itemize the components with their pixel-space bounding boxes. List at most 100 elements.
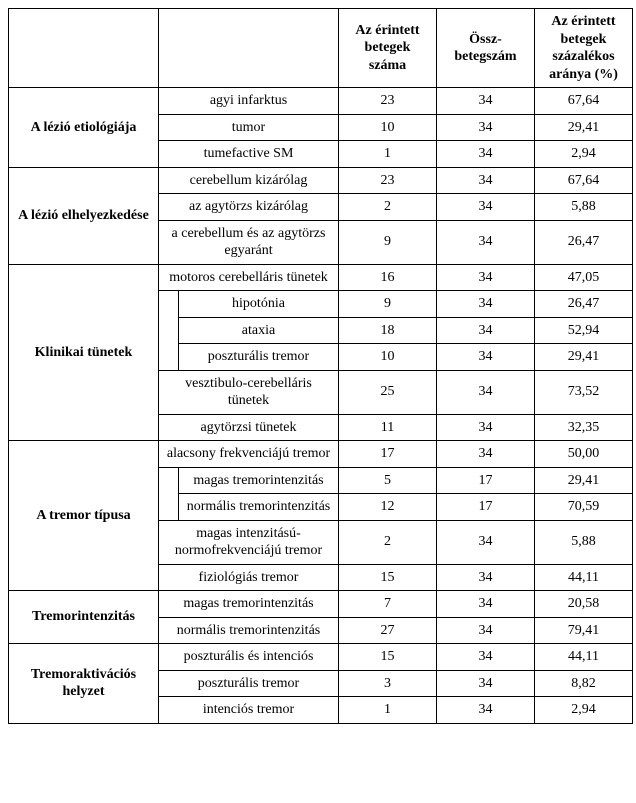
cell-total: 34 bbox=[437, 167, 535, 194]
cell-percent: 26,47 bbox=[535, 220, 633, 264]
row-label: poszturális és intenciós bbox=[159, 644, 339, 671]
cell-total: 34 bbox=[437, 194, 535, 221]
cell-percent: 26,47 bbox=[535, 291, 633, 318]
cell-total: 34 bbox=[437, 414, 535, 441]
cell-percent: 8,82 bbox=[535, 670, 633, 697]
cell-affected: 10 bbox=[339, 114, 437, 141]
cell-total: 34 bbox=[437, 344, 535, 371]
cell-affected: 1 bbox=[339, 697, 437, 724]
header-affected: Az érintett betegek száma bbox=[339, 9, 437, 88]
cell-percent: 44,11 bbox=[535, 644, 633, 671]
group-title: Klinikai tünetek bbox=[9, 264, 159, 441]
cell-percent: 73,52 bbox=[535, 370, 633, 414]
cell-total: 34 bbox=[437, 114, 535, 141]
cell-percent: 52,94 bbox=[535, 317, 633, 344]
cell-affected: 23 bbox=[339, 167, 437, 194]
table-header-row: Az érintett betegek száma Össz-betegszám… bbox=[9, 9, 633, 88]
header-blank-1 bbox=[9, 9, 159, 88]
row-label: poszturális tremor bbox=[159, 670, 339, 697]
row-label: cerebellum kizárólag bbox=[159, 167, 339, 194]
row-label: agytörzsi tünetek bbox=[159, 414, 339, 441]
row-label: vesztibulo-cerebelláris tünetek bbox=[159, 370, 339, 414]
table-row: A tremor típusa alacsony frekvenciájú tr… bbox=[9, 441, 633, 468]
row-label: az agytörzs kizárólag bbox=[159, 194, 339, 221]
header-blank-2 bbox=[159, 9, 339, 88]
cell-total: 34 bbox=[437, 220, 535, 264]
cell-percent: 29,41 bbox=[535, 114, 633, 141]
cell-affected: 15 bbox=[339, 564, 437, 591]
cell-total: 34 bbox=[437, 317, 535, 344]
cell-affected: 17 bbox=[339, 441, 437, 468]
row-label: tumefactive SM bbox=[159, 141, 339, 168]
table-row: Tremorintenzitás magas tremorintenzitás … bbox=[9, 591, 633, 618]
cell-affected: 15 bbox=[339, 644, 437, 671]
cell-affected: 2 bbox=[339, 194, 437, 221]
row-label: hipotónia bbox=[179, 291, 339, 318]
group-title: A tremor típusa bbox=[9, 441, 159, 591]
row-label: poszturális tremor bbox=[179, 344, 339, 371]
cell-affected: 3 bbox=[339, 670, 437, 697]
cell-total: 34 bbox=[437, 644, 535, 671]
row-label: intenciós tremor bbox=[159, 697, 339, 724]
group-title: A lézió etiológiája bbox=[9, 88, 159, 168]
row-label: normális tremorintenzitás bbox=[179, 494, 339, 521]
cell-percent: 2,94 bbox=[535, 697, 633, 724]
cell-total: 34 bbox=[437, 141, 535, 168]
group-title: A lézió elhelyezkedése bbox=[9, 167, 159, 264]
cell-total: 34 bbox=[437, 697, 535, 724]
header-percent: Az érintett betegek százalékos aránya (%… bbox=[535, 9, 633, 88]
cell-affected: 23 bbox=[339, 88, 437, 115]
cell-affected: 2 bbox=[339, 520, 437, 564]
table-row: Klinikai tünetek motoros cerebelláris tü… bbox=[9, 264, 633, 291]
row-label: fiziológiás tremor bbox=[159, 564, 339, 591]
cell-percent: 29,41 bbox=[535, 467, 633, 494]
subgroup-gutter bbox=[159, 467, 179, 520]
cell-percent: 47,05 bbox=[535, 264, 633, 291]
cell-percent: 50,00 bbox=[535, 441, 633, 468]
row-label: magas tremorintenzitás bbox=[179, 467, 339, 494]
cell-affected: 9 bbox=[339, 291, 437, 318]
cell-total: 34 bbox=[437, 564, 535, 591]
row-label: a cerebellum és az agytörzs egyaránt bbox=[159, 220, 339, 264]
table-row: A lézió elhelyezkedése cerebellum kizáró… bbox=[9, 167, 633, 194]
group-title: Tremoraktivációs helyzet bbox=[9, 644, 159, 724]
cell-affected: 27 bbox=[339, 617, 437, 644]
header-total: Össz-betegszám bbox=[437, 9, 535, 88]
row-label: normális tremorintenzitás bbox=[159, 617, 339, 644]
cell-total: 17 bbox=[437, 467, 535, 494]
cell-affected: 16 bbox=[339, 264, 437, 291]
row-label: magas tremorintenzitás bbox=[159, 591, 339, 618]
row-label: tumor bbox=[159, 114, 339, 141]
cell-total: 34 bbox=[437, 617, 535, 644]
data-table: Az érintett betegek száma Össz-betegszám… bbox=[8, 8, 633, 724]
row-label: magas intenzitású-normofrekvenciájú trem… bbox=[159, 520, 339, 564]
cell-percent: 20,58 bbox=[535, 591, 633, 618]
cell-total: 34 bbox=[437, 670, 535, 697]
cell-percent: 70,59 bbox=[535, 494, 633, 521]
cell-total: 34 bbox=[437, 591, 535, 618]
cell-total: 34 bbox=[437, 88, 535, 115]
cell-affected: 12 bbox=[339, 494, 437, 521]
cell-total: 34 bbox=[437, 441, 535, 468]
cell-percent: 32,35 bbox=[535, 414, 633, 441]
cell-percent: 5,88 bbox=[535, 194, 633, 221]
row-label: ataxia bbox=[179, 317, 339, 344]
group-title: Tremorintenzitás bbox=[9, 591, 159, 644]
cell-total: 34 bbox=[437, 291, 535, 318]
cell-total: 34 bbox=[437, 370, 535, 414]
row-label: motoros cerebelláris tünetek bbox=[159, 264, 339, 291]
table-row: A lézió etiológiája agyi infarktus 23 34… bbox=[9, 88, 633, 115]
cell-affected: 9 bbox=[339, 220, 437, 264]
cell-percent: 29,41 bbox=[535, 344, 633, 371]
cell-affected: 18 bbox=[339, 317, 437, 344]
cell-affected: 1 bbox=[339, 141, 437, 168]
row-label: alacsony frekvenciájú tremor bbox=[159, 441, 339, 468]
cell-total: 34 bbox=[437, 520, 535, 564]
row-label: agyi infarktus bbox=[159, 88, 339, 115]
subgroup-gutter bbox=[159, 291, 179, 371]
cell-affected: 11 bbox=[339, 414, 437, 441]
cell-percent: 2,94 bbox=[535, 141, 633, 168]
cell-affected: 5 bbox=[339, 467, 437, 494]
table-row: Tremoraktivációs helyzet poszturális és … bbox=[9, 644, 633, 671]
cell-affected: 7 bbox=[339, 591, 437, 618]
